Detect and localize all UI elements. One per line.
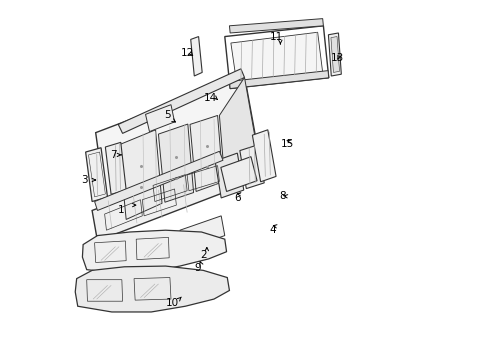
Polygon shape bbox=[219, 77, 258, 181]
Polygon shape bbox=[229, 19, 323, 33]
Polygon shape bbox=[158, 124, 193, 202]
Text: 14: 14 bbox=[203, 93, 217, 103]
Polygon shape bbox=[75, 266, 229, 312]
Text: 9: 9 bbox=[194, 263, 201, 273]
Polygon shape bbox=[215, 153, 244, 198]
Text: 7: 7 bbox=[110, 150, 117, 160]
Polygon shape bbox=[94, 151, 223, 211]
Polygon shape bbox=[230, 32, 322, 82]
Polygon shape bbox=[190, 116, 223, 192]
Polygon shape bbox=[190, 37, 202, 76]
Polygon shape bbox=[252, 130, 276, 182]
Polygon shape bbox=[239, 145, 264, 189]
Polygon shape bbox=[118, 69, 244, 134]
Polygon shape bbox=[85, 148, 107, 202]
Text: 8: 8 bbox=[278, 191, 285, 201]
Polygon shape bbox=[330, 37, 339, 72]
Polygon shape bbox=[221, 157, 257, 192]
Text: 1: 1 bbox=[117, 206, 124, 216]
Polygon shape bbox=[145, 105, 174, 132]
Polygon shape bbox=[328, 33, 341, 76]
Text: 10: 10 bbox=[166, 298, 179, 308]
Polygon shape bbox=[119, 130, 162, 220]
Text: 2: 2 bbox=[200, 250, 206, 260]
Text: 5: 5 bbox=[164, 111, 170, 121]
Text: 6: 6 bbox=[234, 193, 240, 203]
Polygon shape bbox=[96, 76, 258, 223]
Text: 11: 11 bbox=[269, 32, 283, 41]
Polygon shape bbox=[224, 26, 328, 89]
Polygon shape bbox=[229, 71, 328, 89]
Text: 15: 15 bbox=[280, 139, 294, 149]
Text: 13: 13 bbox=[330, 53, 344, 63]
Polygon shape bbox=[82, 230, 226, 273]
Text: 4: 4 bbox=[269, 225, 276, 235]
Polygon shape bbox=[180, 216, 224, 250]
Text: 3: 3 bbox=[81, 175, 88, 185]
Text: 12: 12 bbox=[180, 48, 193, 58]
Polygon shape bbox=[92, 160, 228, 241]
Polygon shape bbox=[105, 142, 126, 194]
